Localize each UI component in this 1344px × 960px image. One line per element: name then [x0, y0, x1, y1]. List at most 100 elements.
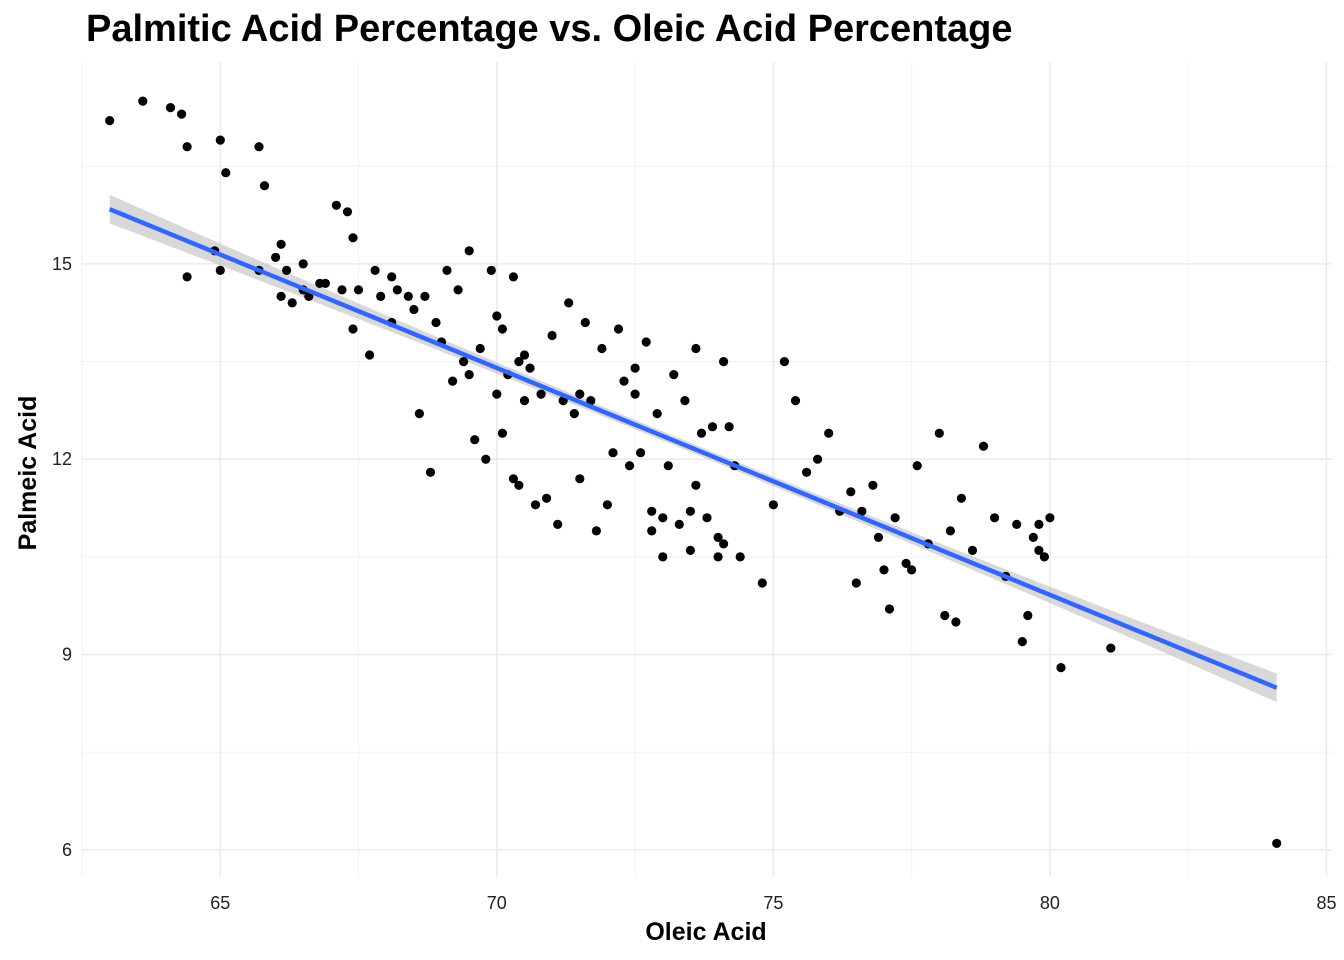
data-point — [1023, 610, 1033, 621]
data-point — [392, 285, 402, 295]
data-point — [873, 532, 884, 543]
data-point — [663, 461, 673, 471]
data-point — [956, 493, 967, 503]
data-point — [320, 278, 330, 288]
data-point — [912, 461, 922, 471]
data-point — [658, 513, 668, 523]
data-point — [519, 396, 530, 406]
data-point — [713, 552, 723, 562]
data-point — [348, 233, 358, 243]
data-point — [1012, 519, 1022, 530]
data-point — [696, 428, 707, 438]
data-point — [215, 265, 225, 275]
data-point — [802, 467, 812, 477]
data-point — [177, 109, 187, 119]
data-point — [990, 513, 1000, 523]
data-point — [868, 480, 878, 490]
x-tick-label: 80 — [1040, 893, 1060, 913]
data-point — [680, 396, 690, 406]
data-point — [580, 317, 590, 328]
data-point — [337, 285, 347, 295]
data-point — [1272, 838, 1282, 849]
data-point — [453, 285, 463, 295]
data-point — [884, 604, 895, 614]
data-point — [945, 526, 956, 536]
data-point — [553, 519, 563, 530]
data-point — [658, 552, 668, 562]
data-point — [1017, 637, 1027, 647]
data-point — [647, 526, 657, 536]
data-point — [475, 343, 485, 354]
data-point — [602, 500, 613, 510]
data-point — [735, 552, 745, 562]
data-point — [459, 357, 469, 367]
data-point — [824, 428, 834, 438]
data-point — [287, 298, 297, 308]
data-point — [298, 259, 308, 269]
data-point — [702, 513, 712, 523]
data-point — [625, 461, 635, 471]
data-point — [105, 116, 115, 126]
trend-line-group — [108, 207, 1278, 690]
major-gridlines — [82, 62, 1332, 876]
x-tick-label: 70 — [487, 893, 507, 913]
data-point — [757, 578, 767, 588]
data-point — [608, 448, 618, 458]
data-point — [569, 409, 579, 419]
data-point — [486, 265, 496, 275]
data-point — [719, 539, 729, 549]
data-point — [282, 265, 292, 275]
data-point — [138, 96, 148, 106]
data-point — [519, 350, 530, 360]
data-point — [1034, 519, 1044, 530]
y-tick-label: 9 — [62, 645, 72, 665]
data-point — [851, 578, 861, 588]
x-tick-label: 85 — [1316, 893, 1336, 913]
data-point — [508, 474, 518, 484]
data-point — [890, 513, 900, 523]
data-point — [370, 265, 380, 275]
x-tick-label: 65 — [210, 893, 230, 913]
data-point — [719, 357, 729, 367]
data-point — [271, 252, 281, 262]
data-point — [365, 350, 375, 360]
y-tick-label: 12 — [52, 449, 72, 469]
data-point — [630, 363, 640, 373]
data-point — [1056, 663, 1066, 673]
data-point — [1034, 545, 1044, 556]
data-point — [331, 200, 341, 210]
data-point — [636, 448, 646, 458]
data-point — [779, 357, 790, 367]
data-point — [691, 343, 701, 354]
data-point — [342, 207, 353, 217]
data-point — [564, 298, 574, 308]
data-point — [907, 565, 917, 575]
x-tick-label: 75 — [763, 893, 783, 913]
data-point — [713, 532, 723, 543]
data-point — [165, 103, 176, 113]
data-point — [707, 422, 718, 432]
data-point — [613, 324, 624, 334]
data-point — [591, 526, 602, 536]
data-point — [442, 265, 452, 275]
data-point — [425, 467, 436, 477]
data-point — [901, 558, 911, 569]
data-point — [978, 441, 989, 451]
data-point — [575, 389, 585, 399]
data-point — [940, 610, 950, 621]
data-point — [536, 389, 546, 399]
data-point — [674, 519, 684, 530]
minor-gridlines — [81, 62, 1332, 876]
y-axis-title: Palmeic Acid — [14, 396, 42, 551]
data-point — [967, 545, 978, 556]
data-point — [547, 330, 557, 341]
data-point — [1028, 532, 1038, 543]
data-point — [254, 142, 264, 152]
data-point — [1045, 513, 1055, 523]
data-point — [448, 376, 458, 386]
data-point — [630, 389, 640, 399]
data-point — [348, 324, 358, 334]
data-point — [879, 565, 889, 575]
data-point — [387, 272, 397, 282]
data-point — [376, 291, 386, 301]
